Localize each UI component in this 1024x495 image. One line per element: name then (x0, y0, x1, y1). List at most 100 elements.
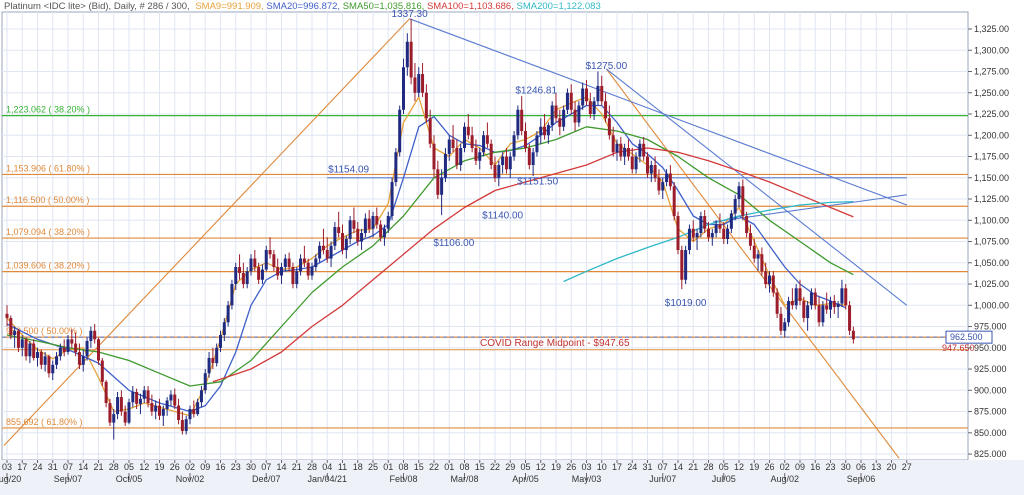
candle-body (180, 420, 184, 432)
candle (127, 398, 131, 425)
candle-body (836, 303, 840, 307)
candle-body (447, 139, 451, 154)
candle-body (577, 105, 581, 123)
candle-body (829, 301, 832, 310)
candle (569, 84, 573, 115)
plot-area (1, 11, 969, 461)
candle (642, 136, 646, 161)
candle-body (474, 148, 478, 161)
candle (341, 224, 344, 255)
candle-body (611, 135, 615, 153)
candle (5, 305, 9, 327)
candle-body (356, 228, 360, 242)
x-tick-label: 12 (734, 462, 744, 472)
x-tick-label: 09 (795, 462, 805, 472)
x-month-label: Nov/02 (176, 474, 205, 484)
candle-body (554, 105, 558, 119)
y-tick-label: 1,325.00 (974, 24, 1009, 34)
candle (794, 284, 798, 310)
candle (291, 262, 295, 289)
candle (752, 238, 756, 263)
candle (737, 182, 741, 208)
candle (268, 237, 272, 259)
x-tick-label: 09 (200, 462, 210, 472)
candle-body (851, 330, 855, 340)
candle-body (504, 156, 508, 170)
candle-body (752, 245, 756, 259)
candle (348, 216, 352, 245)
candle (844, 284, 848, 310)
annotations: 1337.30 $1275.00 $1246.81 $1154.09 $1151.50 $… (328, 9, 993, 353)
candle-body (714, 224, 718, 234)
candle (329, 241, 333, 268)
sma-line-sma50 (6, 126, 854, 387)
candle-body (455, 148, 459, 166)
candle-body (764, 271, 768, 285)
candle (325, 237, 329, 263)
candle (272, 250, 276, 272)
candle (36, 347, 39, 367)
candle-body (314, 258, 318, 268)
candle (821, 301, 825, 327)
y-tick-label: 1,100.00 (974, 215, 1009, 225)
header-sma200: SMA200=1,122.083 (516, 1, 600, 12)
candle (703, 210, 707, 234)
candle-body (768, 275, 771, 285)
candle-body (108, 403, 112, 423)
candle-body (779, 313, 783, 331)
candle-body (55, 356, 59, 365)
candle (768, 271, 771, 293)
candle (333, 221, 337, 251)
x-tick-label: 26 (566, 462, 576, 472)
x-tick-label: 24 (627, 462, 637, 472)
candle (653, 156, 657, 183)
candle (440, 169, 444, 216)
x-tick-label: 28 (703, 462, 713, 472)
candle (74, 332, 78, 357)
candle-body (832, 301, 836, 307)
header-sma100: SMA100=1,103.686, (427, 1, 514, 12)
candle-body (43, 356, 47, 365)
candle (463, 122, 466, 153)
candle-body (386, 216, 390, 229)
candle (817, 296, 821, 327)
candle-body (62, 347, 66, 353)
candle (687, 224, 691, 255)
candle-body (585, 88, 588, 102)
candle-body (428, 118, 432, 144)
candle-body (70, 339, 74, 344)
candle-body (848, 305, 852, 331)
candle (691, 220, 695, 242)
candle (539, 118, 543, 144)
y-tick-label: 1,200.00 (974, 130, 1009, 140)
candle-body (825, 305, 829, 310)
candle-body (13, 330, 17, 336)
candle-body (382, 228, 386, 238)
candle-body (733, 199, 737, 214)
x-tick-label: 19 (749, 462, 759, 472)
candle (280, 262, 283, 285)
candle (672, 182, 676, 221)
price-annotation: $1106.00 (433, 238, 474, 249)
candle (398, 105, 402, 157)
candle (184, 415, 188, 435)
candle (32, 339, 36, 361)
candle (299, 254, 303, 276)
candle (394, 148, 398, 187)
x-tick-label: 08 (459, 462, 469, 472)
candle (382, 224, 386, 246)
fib-level-label: 1,153.906 ( 61.80% ) (6, 163, 90, 173)
x-month-label: Apr/05 (512, 474, 539, 484)
candle-body (531, 152, 535, 166)
candle-body (249, 258, 253, 272)
candle (592, 97, 596, 120)
candle (28, 340, 32, 364)
candle (535, 131, 539, 157)
candle (169, 390, 173, 406)
price-annotation: $1275.00 (585, 61, 627, 72)
x-tick-label: 13 (871, 462, 881, 472)
candle-body (352, 220, 356, 229)
candle-body (142, 390, 146, 399)
candle (371, 211, 375, 238)
x-tick-label: 07 (658, 462, 668, 472)
